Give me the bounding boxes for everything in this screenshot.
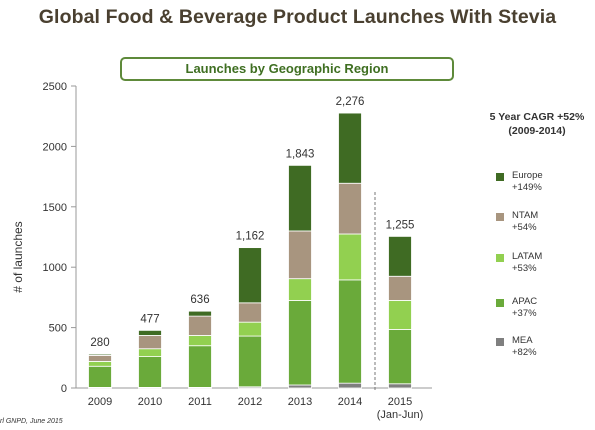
legend-growth: +53% (512, 263, 537, 274)
y-tick-label: 0 (61, 383, 67, 395)
legend-label: NTAM (512, 210, 539, 221)
bar-mea-4 (288, 384, 312, 389)
bar-europe-2 (188, 310, 212, 317)
source-note: rl GNPD, June 2015 (0, 418, 63, 425)
y-tick-label: 500 (49, 323, 67, 335)
legend-label: Europe (512, 170, 543, 181)
legend-swatch (496, 254, 504, 262)
bar-ntam-4 (288, 230, 312, 280)
bar-apac-4 (288, 300, 312, 386)
cagr-line-1: 5 Year CAGR +52% (489, 111, 585, 123)
bar-apac-5 (338, 279, 362, 384)
bar-ntam-5 (338, 182, 362, 235)
bar-europe-4 (288, 164, 312, 232)
cagr-line-2: (2009-2014) (508, 125, 566, 137)
y-tick-label: 1500 (43, 202, 67, 214)
legend-growth: +82% (512, 347, 537, 358)
total-data-label: 280 (90, 337, 109, 349)
bar-apac-3 (238, 335, 262, 388)
bar-ntam-3 (238, 302, 262, 323)
x-tick-label: 2015 (388, 396, 412, 408)
legend-growth: +149% (512, 182, 542, 193)
legend-swatch (496, 338, 504, 346)
bar-ntam-1 (138, 335, 162, 350)
x-tick-label: 2013 (288, 396, 312, 408)
bar-latam-5 (338, 233, 362, 281)
x-tick-label: 2011 (188, 396, 212, 408)
bar-latam-6 (388, 300, 412, 330)
legend-swatch (496, 173, 504, 181)
legend-label: MEA (512, 335, 533, 346)
x-tick-label: 2009 (88, 396, 112, 408)
total-data-label: 636 (190, 294, 209, 306)
legend-growth: +54% (512, 222, 537, 233)
bar-europe-1 (138, 329, 162, 336)
bar-europe-6 (388, 235, 412, 277)
chart-subtitle: Launches by Geographic Region (120, 57, 454, 81)
bar-apac-6 (388, 329, 412, 385)
legend-swatch (496, 213, 504, 221)
cagr-note: 5 Year CAGR +52% (2009-2014) (478, 110, 595, 138)
legend-label: LATAM (512, 251, 543, 262)
bar-mea-6 (388, 383, 412, 389)
total-data-label: 1,255 (386, 219, 415, 231)
bar-ntam-6 (388, 275, 412, 301)
x-tick-label: 2014 (338, 396, 362, 408)
total-data-label: 477 (140, 313, 159, 325)
x-tick-label: (Jan-Jun) (377, 409, 423, 421)
bar-apac-0 (88, 365, 112, 388)
bar-latam-0 (88, 361, 112, 367)
legend-swatch (496, 299, 504, 307)
bar-europe-0 (88, 353, 112, 356)
page-title: Global Food & Beverage Product Launches … (38, 6, 557, 28)
legend-label: APAC (512, 296, 538, 307)
total-data-label: 2,276 (336, 96, 365, 108)
bar-latam-1 (138, 348, 162, 357)
bar-ntam-0 (88, 354, 112, 362)
bar-latam-4 (288, 278, 312, 301)
total-data-label: 1,162 (236, 231, 265, 243)
total-data-label: 1,843 (286, 148, 315, 160)
bar-apac-2 (188, 345, 212, 388)
bar-latam-2 (188, 335, 212, 347)
legend-growth: +37% (512, 308, 537, 319)
y-tick-label: 2500 (43, 81, 67, 93)
x-tick-label: 2012 (238, 396, 262, 408)
bar-mea-5 (338, 382, 362, 389)
bar-latam-3 (238, 321, 262, 337)
y-tick-label: 2000 (43, 141, 67, 153)
x-tick-label: 2010 (138, 396, 162, 408)
y-tick-label: 1000 (43, 262, 67, 274)
bar-ntam-2 (188, 315, 212, 336)
bar-apac-1 (138, 356, 162, 388)
bar-europe-5 (338, 112, 362, 184)
bar-europe-3 (238, 247, 262, 304)
